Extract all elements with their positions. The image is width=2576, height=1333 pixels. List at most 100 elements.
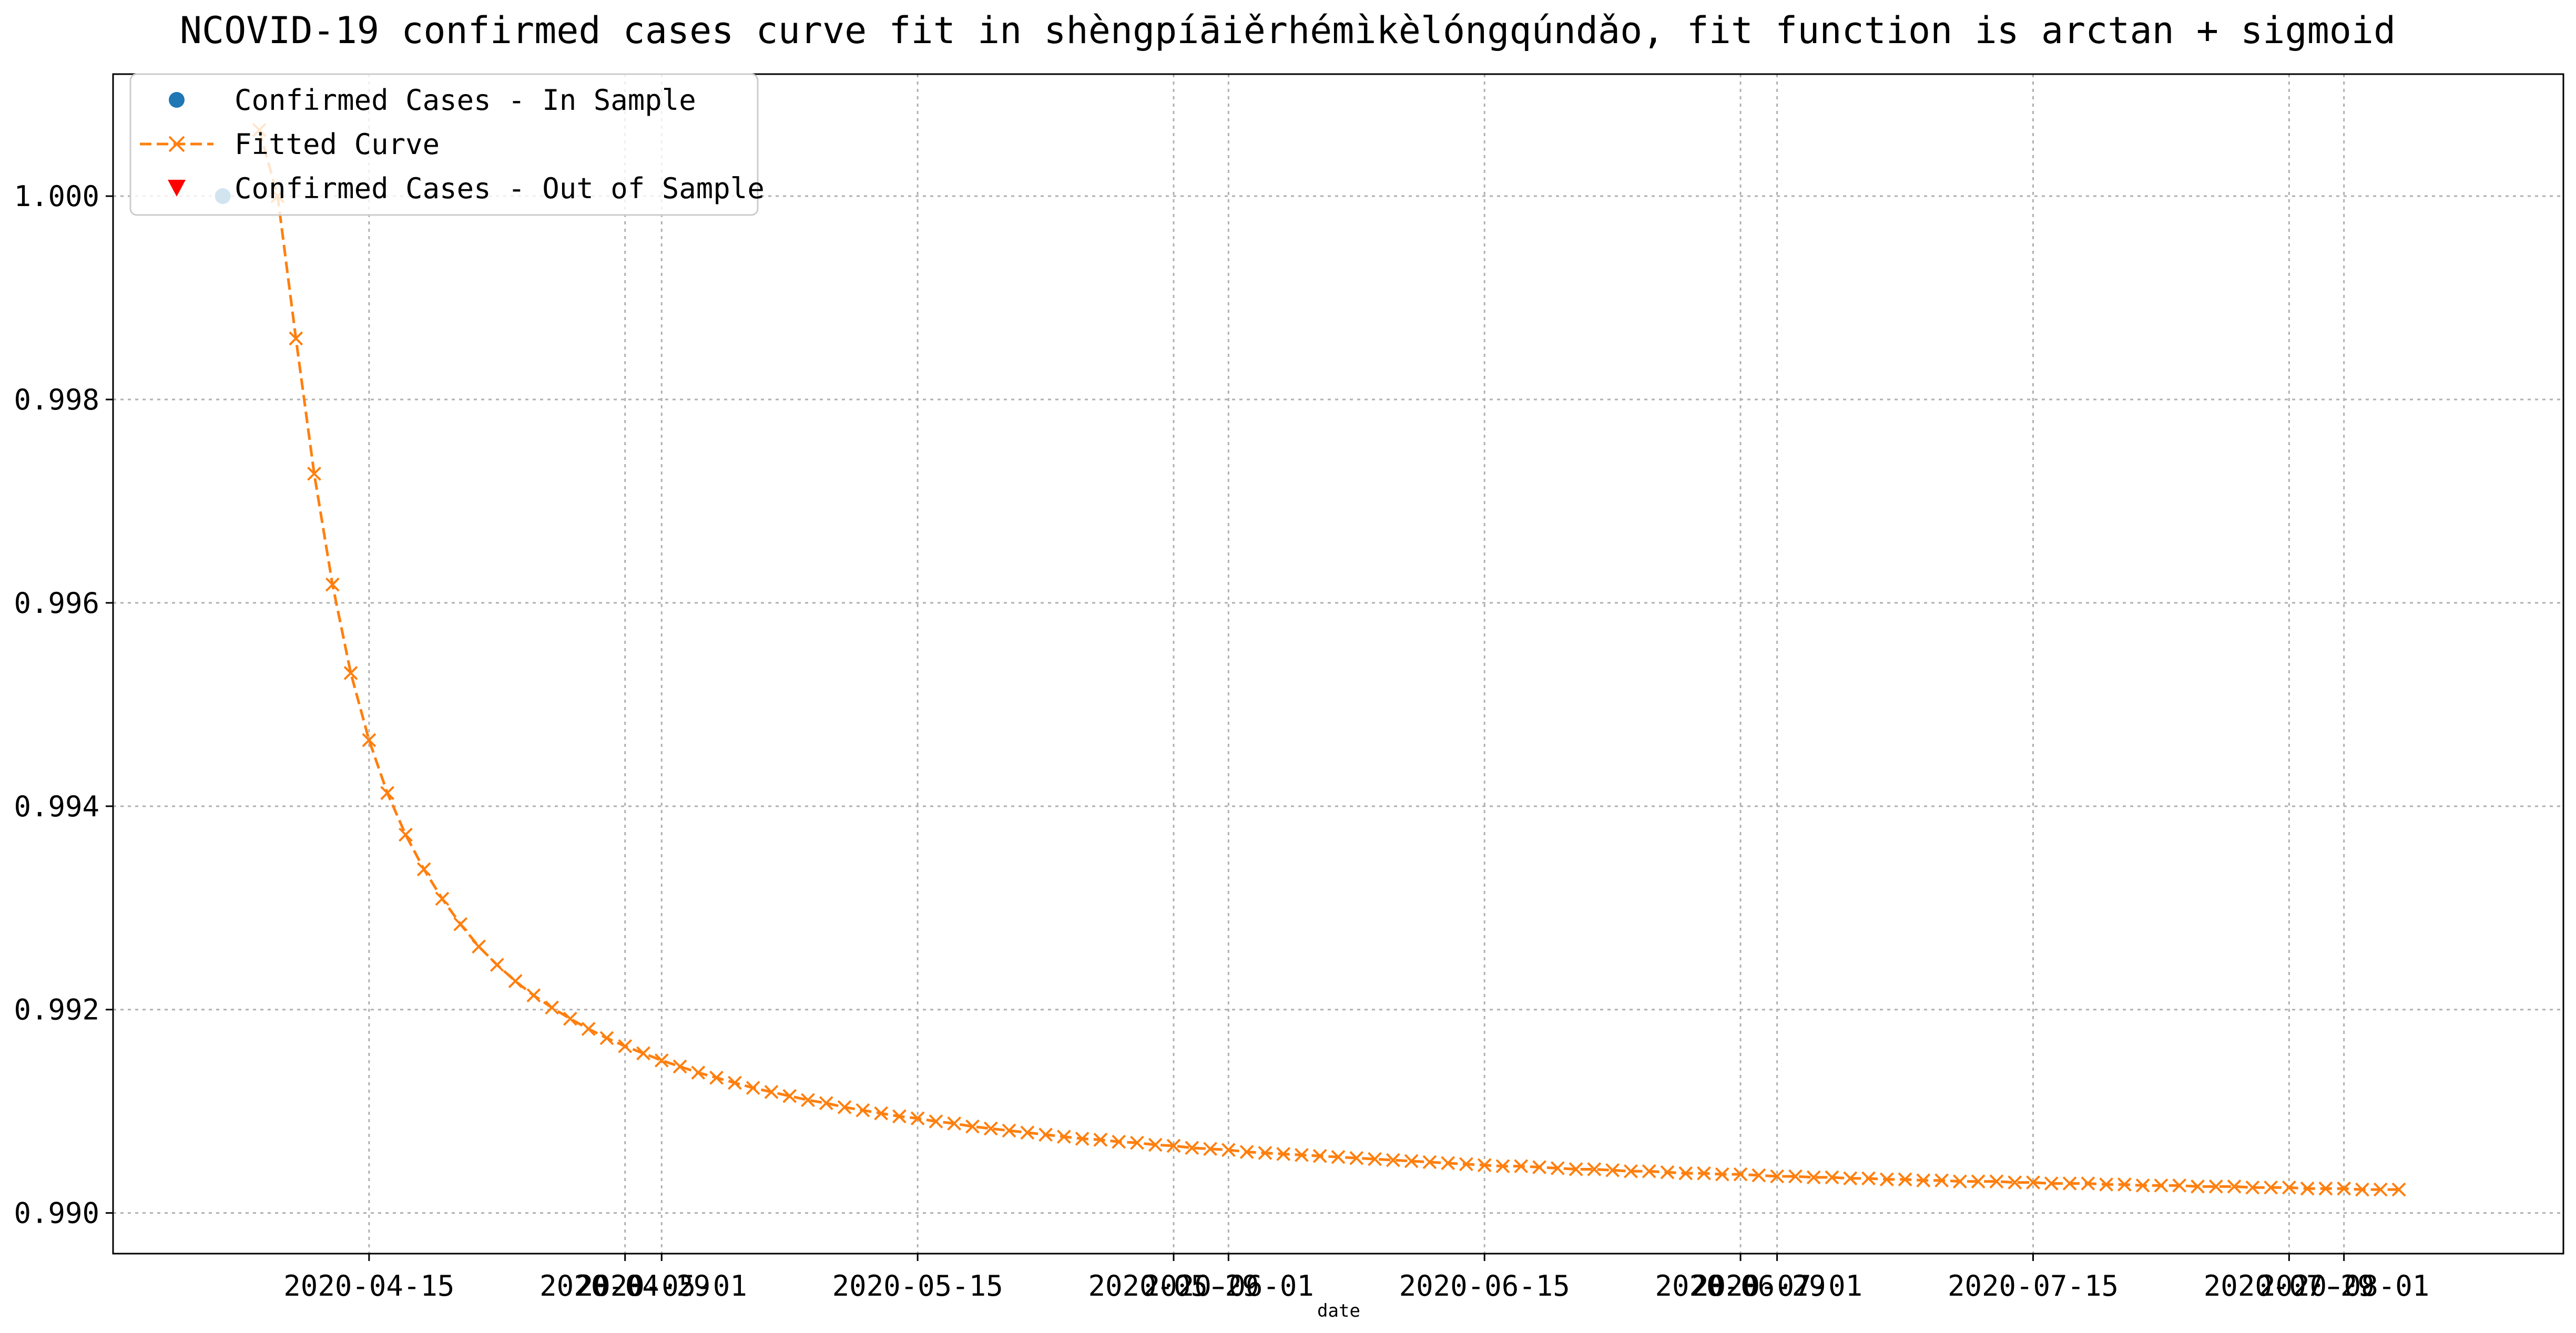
legend-fitted-label: Fitted Curve (235, 128, 440, 161)
fitted-curve-marker (1185, 1141, 1199, 1155)
x-tick-label: 2020-05-01 (576, 1269, 747, 1303)
x-tick-label: 2020-06-01 (1143, 1269, 1314, 1303)
legend-out-of-sample-marker (168, 180, 186, 197)
fitted-curve-marker (929, 1114, 943, 1129)
chart-title: NCOVID-19 confirmed cases curve fit in s… (180, 9, 2396, 52)
fitted-curve-marker (1514, 1159, 1529, 1174)
fitted-curve-marker (1020, 1125, 1035, 1140)
grid-lines (113, 74, 2563, 1254)
fitted-curve-marker (545, 1000, 559, 1015)
fitted-curve-marker (1386, 1153, 1400, 1167)
fitted-curve-marker (1495, 1159, 1510, 1174)
fitted-curve-marker (416, 862, 431, 877)
fitted-curve-marker (1038, 1127, 1053, 1142)
fitted-curve-marker (892, 1109, 907, 1124)
fitted-curve-marker (289, 331, 303, 346)
x-tick-label: 2020-07-29 (2204, 1269, 2375, 1303)
fitted-curve-marker (1203, 1142, 1217, 1156)
fitted-curve-marker (2062, 1176, 2077, 1191)
fitted-curve-marker (1221, 1143, 1236, 1157)
fitted-curve-marker (472, 939, 486, 954)
x-tick-label: 2020-05-29 (1088, 1269, 1259, 1303)
fitted-curve-marker (1331, 1150, 1346, 1164)
fitted-curve-marker (2391, 1182, 2406, 1197)
fitted-curve-marker (1752, 1168, 1766, 1183)
fitted-curve-marker (1898, 1172, 1912, 1187)
fitted-curve-marker (1477, 1158, 1492, 1173)
fitted-curve-marker (1678, 1166, 1693, 1181)
plot-series (215, 122, 2406, 1197)
fitted-curve-marker (1715, 1167, 1729, 1182)
fitted-curve-marker (910, 1111, 925, 1126)
fitted-curve-marker (654, 1053, 669, 1068)
fitted-curve-marker (2191, 1179, 2205, 1194)
fitted-curve-marker (1532, 1160, 1546, 1174)
fitted-curve-marker (1770, 1169, 1785, 1184)
fitted-curve-marker (764, 1085, 779, 1099)
fitted-curve-marker (1459, 1157, 1473, 1172)
x-tick-label: 2020-04-15 (283, 1269, 454, 1303)
fitted-curve-marker (1605, 1163, 1620, 1177)
fitted-curve-marker (2026, 1175, 2040, 1190)
fitted-curve-marker (1569, 1162, 1583, 1176)
legend-fitted-marker (168, 136, 185, 152)
fitted-curve-marker (947, 1116, 962, 1131)
fitted-curve-marker (1368, 1152, 1382, 1166)
fitted-curve-marker (2355, 1182, 2369, 1197)
x-tick-label: 2020-06-15 (1399, 1269, 1570, 1303)
fitted-curve-marker (1441, 1156, 1455, 1171)
y-axis-ticks: 0.990 0.992 0.994 0.996 0.998 1.000 (14, 180, 113, 1230)
fitted-curve-marker (1861, 1171, 1876, 1186)
fitted-curve-marker (1130, 1135, 1144, 1150)
fitted-curve-marker (2208, 1179, 2223, 1194)
y-tick-label: 0.994 (14, 790, 99, 823)
fitted-curve-marker (490, 958, 504, 972)
fitted-curve-marker (380, 786, 395, 801)
fitted-curve-marker (1550, 1161, 1565, 1175)
fitted-curve-marker (965, 1119, 980, 1134)
x-tick-label: 2020-07-15 (1948, 1269, 2119, 1303)
y-tick-label: 0.992 (14, 993, 99, 1027)
fitted-curve-marker (1148, 1137, 1163, 1152)
fitted-curve-marker (1642, 1164, 1656, 1178)
fitted-curve-marker (1733, 1167, 1748, 1182)
fitted-curve-marker (2227, 1179, 2242, 1194)
chart-legend: Confirmed Cases - In Sample Fitted Curve… (129, 73, 765, 216)
fitted-curve-marker (1916, 1173, 1931, 1188)
fitted-curve-marker (2081, 1176, 2095, 1191)
fitted-curve-marker (581, 1022, 596, 1036)
fitted-curve-marker (2300, 1181, 2315, 1196)
fitted-curve-marker (343, 665, 358, 680)
fitted-curve-marker (1825, 1170, 1839, 1185)
legend-out-of-sample-label: Confirmed Cases - Out of Sample (235, 172, 765, 205)
fitted-curve-marker (2373, 1182, 2388, 1197)
fitted-curve-marker (1788, 1169, 1803, 1184)
fitted-curve-marker (2099, 1177, 2114, 1192)
fitted-curve-marker (709, 1070, 724, 1085)
fitted-curve-marker (2282, 1180, 2296, 1195)
fitted-curve-marker (874, 1106, 889, 1121)
fitted-curve-marker (1879, 1172, 1894, 1187)
fitted-curve-marker (2245, 1180, 2260, 1195)
x-tick-label: 2020-07-01 (1692, 1269, 1862, 1303)
fitted-curve-marker (2337, 1181, 2351, 1196)
fitted-curve-marker (2008, 1175, 2022, 1190)
fitted-curve-marker (435, 891, 450, 906)
fitted-curve-marker (1843, 1171, 1858, 1186)
fitted-curve-marker (801, 1093, 815, 1108)
fitted-curve-marker (325, 577, 340, 592)
legend-in-sample-label: Confirmed Cases - In Sample (235, 84, 696, 117)
fitted-curve-marker (1056, 1130, 1071, 1144)
fitted-curve-marker (2264, 1180, 2278, 1195)
x-axis-label: date (1317, 1300, 1360, 1321)
fitted-curve-marker (1934, 1173, 1949, 1188)
y-tick-label: 0.998 (14, 383, 99, 416)
fitted-curve-marker (1660, 1165, 1675, 1180)
fitted-curve-marker (782, 1089, 797, 1103)
fitted-curve-marker (1989, 1174, 2004, 1189)
fitted-curve-marker (2135, 1178, 2150, 1193)
fitted-curve-marker (1002, 1123, 1016, 1138)
fitted-curve-marker (1075, 1131, 1090, 1146)
legend-in-sample-marker (169, 92, 185, 108)
